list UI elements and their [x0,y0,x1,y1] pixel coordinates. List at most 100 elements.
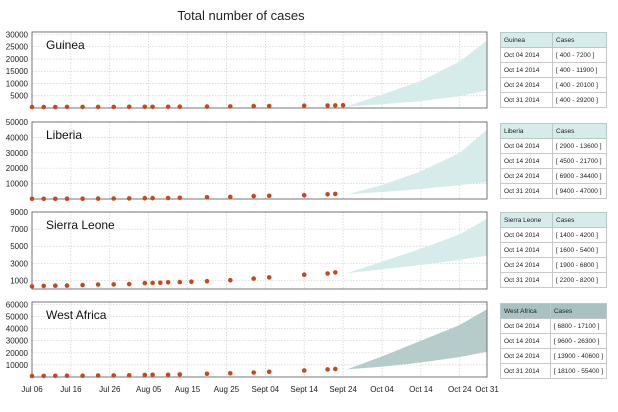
data-point-liberia [41,196,46,202]
y-tick-label-liberia: 40000 [6,133,29,142]
table-cell: Oct 24 2014 [500,257,553,273]
table-row: Oct 14 2014[ 4500 - 21700 ] [500,153,607,169]
data-point-sierra-leone [29,284,35,289]
data-point-guinea [266,103,272,109]
data-point-liberia [204,195,210,200]
table-header-row: Sierra Leone Cases [500,212,607,228]
data-point-sierra-leone [80,282,85,288]
table-cell: [ 400 - 11900 ] [552,62,607,78]
data-point-sierra-leone [266,275,272,280]
data-point-liberia [64,196,70,201]
y-tick-label-west-africa: 30000 [6,337,29,346]
projection-band-liberia [347,129,487,195]
x-tick-label: Jul 06 [21,385,43,394]
plot-frame-west-africa [31,301,488,378]
chart-title: Total number of cases [177,8,305,23]
y-tick-label-west-africa: 50000 [6,313,29,322]
data-point-sierra-leone [228,277,233,283]
y-tick-label-sierra-leone: 9000 [10,208,28,217]
data-point-sierra-leone [150,280,155,286]
data-point-guinea [126,104,132,110]
y-tick-label-west-africa: 40000 [6,325,29,334]
table-header-cell: Cases [552,123,607,139]
data-point-west-africa [301,368,307,373]
data-point-guinea [29,104,35,110]
data-point-sierra-leone [111,282,116,287]
table-sierra-leone: Sierra Leone Cases Oct 04 2014[ 1400 - 420… [500,212,607,288]
table-guinea: Guinea Cases Oct 04 2014[ 400 - 7200 ] Oct … [500,32,607,108]
table-liberia: Liberia Cases Oct 04 2014[ 2900 - 13600 ] O… [500,123,607,199]
table-row: Oct 31 2014[ 2200 - 8200 ] [500,272,607,288]
table-cell: [ 6900 - 34400 ] [552,168,607,184]
chart-plots: 5000 10000 15000 20000 25000 30000 Guinea 10000… [6,30,500,394]
table-row: Oct 04 2014[ 1400 - 4200 ] [500,227,607,243]
y-tick-label-west-africa: 60000 [6,300,29,309]
table-row: Oct 24 2014[ 6900 - 34400 ] [500,168,607,184]
y-tick-label-sierra-leone: 3000 [10,259,28,268]
data-point-west-africa [41,373,46,379]
x-tick-label: Aug 15 [175,385,201,394]
table-cell: Oct 31 2014 [500,183,553,199]
table-header-cell: Cases [552,32,607,48]
table-header-cell: West Africa [500,303,551,319]
y-tick-label-guinea: 15000 [6,67,29,76]
table-cell: [ 1400 - 4200 ] [552,227,607,243]
data-point-west-africa [333,366,338,372]
panel-name-guinea: Guinea [46,38,85,52]
data-point-liberia [251,193,256,199]
projection-band-west-africa [347,309,487,370]
x-tick-label: Oct 14 [409,385,433,394]
data-point-liberia [95,196,101,201]
x-tick-label: Sept 14 [290,385,318,394]
data-point-guinea [204,104,210,109]
data-point-sierra-leone [165,280,171,285]
table-row: Oct 04 2014[ 400 - 7200 ] [500,47,607,63]
table-cell: Oct 04 2014 [500,318,551,334]
data-point-sierra-leone [142,280,148,286]
data-point-liberia [53,196,58,202]
data-point-west-africa [150,372,155,378]
table-west-africa: West Africa Cases Oct 04 2014[ 6800 - 1710… [500,303,608,379]
data-point-west-africa [95,373,101,378]
table-cell: Oct 24 2014 [500,168,553,184]
data-point-west-africa [64,373,70,379]
data-point-liberia [266,193,272,199]
data-point-west-africa [165,372,171,378]
table-row: Oct 24 2014[ 400 - 20100 ] [500,77,607,93]
data-point-liberia [80,196,85,201]
projection-band-guinea [347,40,487,107]
y-tick-label-west-africa: 20000 [6,349,29,358]
table-row: Oct 14 2014[ 1600 - 5400 ] [500,242,607,258]
data-point-liberia [228,194,233,200]
data-point-liberia [165,195,171,201]
table-cell: [ 2900 - 13600 ] [552,138,607,154]
panel-name-liberia: Liberia [46,128,82,142]
table-header-cell: Cases [552,212,607,228]
table-cell: [ 1900 - 6800 ] [552,257,607,273]
table-row: Oct 04 2014[ 2900 - 13600 ] [500,138,607,154]
data-point-west-africa [111,373,116,378]
y-tick-label-west-africa: 10000 [6,361,29,370]
data-point-west-africa [251,370,256,375]
data-point-guinea [64,104,70,110]
table-cell: Oct 04 2014 [500,227,553,243]
table-cell: [ 9400 - 47000 ] [552,183,607,199]
table-row: Oct 14 2014[ 9600 - 26300 ] [500,333,608,349]
table-cell: Oct 14 2014 [500,333,551,349]
table-cell: Oct 24 2014 [500,348,551,364]
data-point-sierra-leone [301,272,307,278]
data-point-sierra-leone [53,283,58,289]
data-point-liberia [29,196,35,202]
table-header-row: Liberia Cases [500,123,607,139]
table-row: Oct 04 2014[ 6800 - 17100 ] [500,318,608,334]
table-row: Oct 31 2014[ 9400 - 47000 ] [500,183,607,199]
table-header-cell: Cases [549,303,608,319]
table-cell: Oct 24 2014 [500,77,553,93]
table-cell: [ 2200 - 8200 ] [552,272,607,288]
data-point-guinea [251,103,256,109]
x-tick-label: Jul 26 [99,385,121,394]
y-tick-label-liberia: 10000 [6,180,29,189]
data-point-guinea [95,104,101,110]
data-point-liberia [126,196,132,201]
table-cell: [ 4500 - 21700 ] [552,153,607,169]
